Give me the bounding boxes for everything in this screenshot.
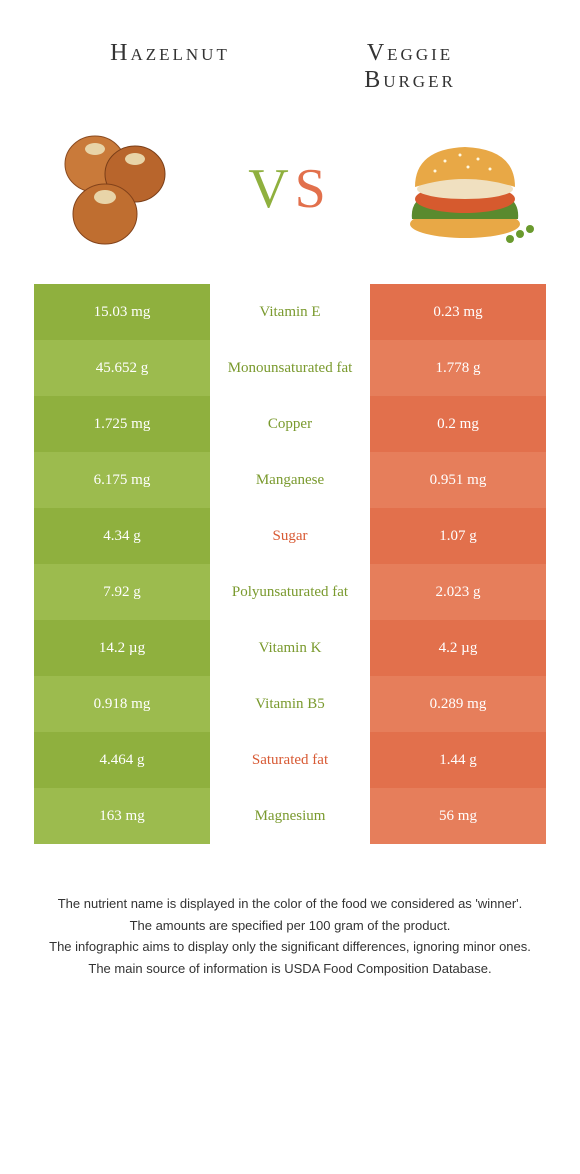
- nutrient-name: Vitamin E: [210, 284, 370, 340]
- value-left: 1.725 mg: [34, 396, 210, 452]
- burger-image: [390, 124, 540, 254]
- table-row: 4.464 gSaturated fat1.44 g: [34, 732, 546, 788]
- value-left: 4.464 g: [34, 732, 210, 788]
- value-right: 0.289 mg: [370, 676, 546, 732]
- table-row: 45.652 gMonounsaturated fat1.778 g: [34, 340, 546, 396]
- footer-line-4: The main source of information is USDA F…: [40, 959, 540, 979]
- value-right: 1.778 g: [370, 340, 546, 396]
- vs-v: V: [248, 158, 294, 220]
- value-right: 56 mg: [370, 788, 546, 844]
- footer-line-2: The amounts are specified per 100 gram o…: [40, 916, 540, 936]
- table-row: 7.92 gPolyunsaturated fat2.023 g: [34, 564, 546, 620]
- table-row: 163 mgMagnesium56 mg: [34, 788, 546, 844]
- value-left: 7.92 g: [34, 564, 210, 620]
- footer-line-1: The nutrient name is displayed in the co…: [40, 894, 540, 914]
- table-row: 15.03 mgVitamin E0.23 mg: [34, 284, 546, 340]
- title-veggie: Veggie: [290, 40, 530, 67]
- table-row: 6.175 mgManganese0.951 mg: [34, 452, 546, 508]
- value-left: 0.918 mg: [34, 676, 210, 732]
- nutrient-name: Manganese: [210, 452, 370, 508]
- value-right: 4.2 µg: [370, 620, 546, 676]
- value-right: 0.23 mg: [370, 284, 546, 340]
- value-left: 14.2 µg: [34, 620, 210, 676]
- nutrient-table: 15.03 mgVitamin E0.23 mg45.652 gMonounsa…: [34, 284, 546, 844]
- header-left: Hazelnut: [50, 40, 290, 94]
- nutrient-name: Vitamin K: [210, 620, 370, 676]
- vs-row: VS: [0, 114, 580, 284]
- value-right: 2.023 g: [370, 564, 546, 620]
- header: Hazelnut Veggie Burger: [0, 0, 580, 114]
- table-row: 14.2 µgVitamin K4.2 µg: [34, 620, 546, 676]
- value-right: 0.951 mg: [370, 452, 546, 508]
- vs-label: VS: [248, 157, 332, 221]
- nutrient-name: Magnesium: [210, 788, 370, 844]
- nutrient-name: Polyunsaturated fat: [210, 564, 370, 620]
- nutrient-name: Saturated fat: [210, 732, 370, 788]
- value-right: 0.2 mg: [370, 396, 546, 452]
- value-left: 163 mg: [34, 788, 210, 844]
- table-row: 4.34 gSugar1.07 g: [34, 508, 546, 564]
- vs-s: S: [295, 158, 332, 220]
- hazelnut-image: [40, 124, 190, 254]
- title-hazelnut: Hazelnut: [50, 40, 290, 67]
- footer: The nutrient name is displayed in the co…: [0, 844, 580, 978]
- footer-line-3: The infographic aims to display only the…: [40, 937, 540, 957]
- nutrient-name: Copper: [210, 396, 370, 452]
- title-burger: Burger: [290, 67, 530, 94]
- value-left: 6.175 mg: [34, 452, 210, 508]
- header-right: Veggie Burger: [290, 40, 530, 94]
- value-left: 4.34 g: [34, 508, 210, 564]
- value-right: 1.07 g: [370, 508, 546, 564]
- nutrient-name: Vitamin B5: [210, 676, 370, 732]
- table-row: 0.918 mgVitamin B50.289 mg: [34, 676, 546, 732]
- value-left: 45.652 g: [34, 340, 210, 396]
- value-left: 15.03 mg: [34, 284, 210, 340]
- table-row: 1.725 mgCopper0.2 mg: [34, 396, 546, 452]
- nutrient-name: Monounsaturated fat: [210, 340, 370, 396]
- value-right: 1.44 g: [370, 732, 546, 788]
- nutrient-name: Sugar: [210, 508, 370, 564]
